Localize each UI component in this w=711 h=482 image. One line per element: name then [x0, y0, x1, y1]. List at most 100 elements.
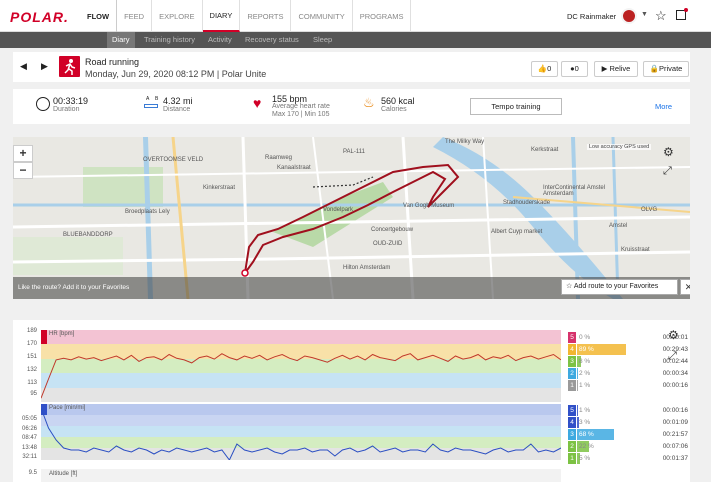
pace-zone-time: 00:00:16 — [662, 407, 688, 414]
hr-range: Max 170 | Min 105 — [272, 111, 330, 118]
hr-zone-bar — [577, 380, 578, 391]
pace-zone5-band — [41, 404, 561, 415]
pace-zone-number: 1 — [568, 453, 576, 464]
map-label: Vondelpark — [323, 207, 354, 213]
pace-zone-number: 2 — [568, 441, 576, 452]
privacy-button[interactable]: 🔒Private — [643, 61, 689, 77]
gear-icon[interactable]: ⚙ — [668, 328, 679, 342]
map-label: InterContinental Amstel Amsterdam — [543, 185, 606, 197]
hr-chart-label: HR [bpm] — [49, 331, 75, 337]
zoom-out-button[interactable]: − — [13, 162, 33, 179]
like-button[interactable]: 👍0 — [531, 61, 558, 77]
distance-value: 4.32 mi — [163, 96, 193, 106]
sync-notification-icon[interactable] — [676, 8, 688, 20]
altitude-chart-area[interactable]: Altitude [ft] — [41, 469, 561, 482]
pace-zone-number: 4 — [568, 417, 576, 428]
altitude-chart-label: Altitude [ft] — [49, 471, 78, 477]
subnav-recovery-status[interactable]: Recovery status — [245, 35, 299, 44]
hr-label: Average heart rate — [272, 103, 330, 110]
nav-programs[interactable]: PROGRAMS — [353, 0, 412, 32]
polar-logo[interactable]: POLAR. — [10, 9, 69, 25]
avatar[interactable] — [621, 8, 637, 24]
nav-diary[interactable]: DIARY — [202, 0, 241, 32]
pace-series-line — [41, 407, 561, 460]
tempo-training-button[interactable]: Tempo training — [470, 98, 562, 115]
favorites-star-icon[interactable]: ☆ — [655, 8, 667, 23]
pace-zone-percent: 5 % — [579, 455, 591, 462]
hr-zone-number: 4 — [568, 344, 576, 355]
map-label: Amstel — [609, 223, 628, 229]
close-button[interactable]: ✕ — [680, 279, 690, 295]
next-arrow-icon[interactable]: ▶ — [41, 61, 48, 71]
pace-zone-number: 5 — [568, 405, 576, 416]
chevron-down-icon[interactable]: ▼ — [641, 11, 648, 18]
hr-zone-row: 4 89 % 00:29:43 — [568, 344, 688, 355]
thumbs-up-icon: 👍 — [537, 64, 548, 73]
hr-zone2-band — [41, 373, 561, 388]
nav-reports[interactable]: REPORTS — [240, 0, 292, 32]
pace-zone-bar — [577, 417, 579, 428]
nav-feed[interactable]: FEED — [117, 0, 153, 32]
hr-tick: 132 — [26, 367, 37, 373]
nav-community[interactable]: COMMUNITY — [291, 0, 353, 32]
comment-icon: ● — [570, 64, 575, 73]
hr-zone-time: 00:29:43 — [662, 346, 688, 353]
hr-zone-number: 3 — [568, 356, 576, 367]
previous-arrow-icon[interactable]: ◀ — [20, 61, 27, 71]
route-map[interactable]: OVERTOOMSE VELD BLUEBANDDORP Broedplaats… — [13, 137, 690, 299]
hr-zone-percent: 1 % — [579, 382, 591, 389]
diary-subnav: Diary Training history Activity Recovery… — [0, 32, 711, 48]
hr-value: 155 bpm — [272, 94, 308, 104]
more-link[interactable]: More — [655, 102, 673, 111]
favorite-route-text: Like the route? Add it to your Favorites — [18, 284, 130, 291]
gear-icon[interactable]: ⚙ — [663, 145, 674, 159]
map-label: OVERTOOMSE VELD — [143, 157, 204, 163]
flame-icon: ♨ — [363, 95, 375, 110]
relive-button[interactable]: ▶ Relive — [594, 61, 638, 77]
pace-chart-area[interactable]: Pace [min/mi] — [41, 404, 561, 460]
map-label: OUD-ZUID — [373, 241, 403, 247]
nav-flow[interactable]: FLOW — [80, 0, 118, 32]
summary-stats-card — [13, 89, 690, 124]
hr-chart-area[interactable]: HR [bpm] — [41, 330, 561, 402]
hr-marker — [41, 330, 47, 344]
hr-zone-time: 00:00:16 — [662, 382, 688, 389]
subnav-sleep[interactable]: Sleep — [313, 35, 333, 44]
map-label: PAL-111 — [343, 149, 366, 155]
hr-zone-time: 00:02:44 — [662, 358, 688, 365]
fullscreen-icon[interactable]: ⤢ — [668, 350, 677, 362]
fullscreen-icon[interactable]: ⤢ — [663, 165, 672, 177]
map-label: Kerkstraat — [531, 147, 559, 153]
pace-zone-bar — [577, 453, 580, 464]
comment-button[interactable]: ●0 — [561, 61, 588, 77]
pace-zone2-band — [41, 437, 561, 448]
hr-zone-percent: 8 % — [579, 358, 591, 365]
map-label: Hilton Amsterdam — [343, 265, 391, 271]
subnav-activity[interactable]: Activity — [208, 35, 232, 44]
subnav-diary[interactable]: Diary — [107, 32, 135, 48]
add-route-favorites-button[interactable]: ☆ Add route to your Favorites — [561, 279, 678, 295]
play-icon: ▶ — [601, 64, 610, 73]
stopwatch-icon — [36, 97, 50, 111]
pace-line-svg — [41, 407, 561, 460]
map-canvas — [13, 137, 690, 299]
favorite-route-bar — [13, 277, 690, 299]
subnav-training-history[interactable]: Training history — [144, 35, 195, 44]
user-name[interactable]: DC Rainmaker — [567, 12, 617, 21]
pace-zone-percent: 3 % — [579, 419, 591, 426]
hr-zone-bar — [577, 344, 626, 355]
pace-zone3-band — [41, 426, 561, 437]
hr-tick: 189 — [26, 328, 37, 334]
hr-zone-number: 1 — [568, 380, 576, 391]
nav-explore[interactable]: EXPLORE — [152, 0, 203, 32]
zoom-in-button[interactable]: + — [13, 145, 33, 162]
hr-zone-percent: 0 % — [579, 334, 591, 341]
pace-tick: 32:11 — [22, 454, 37, 460]
hr-zone-number: 2 — [568, 368, 576, 379]
duration-value: 00:33:19 — [53, 96, 89, 106]
